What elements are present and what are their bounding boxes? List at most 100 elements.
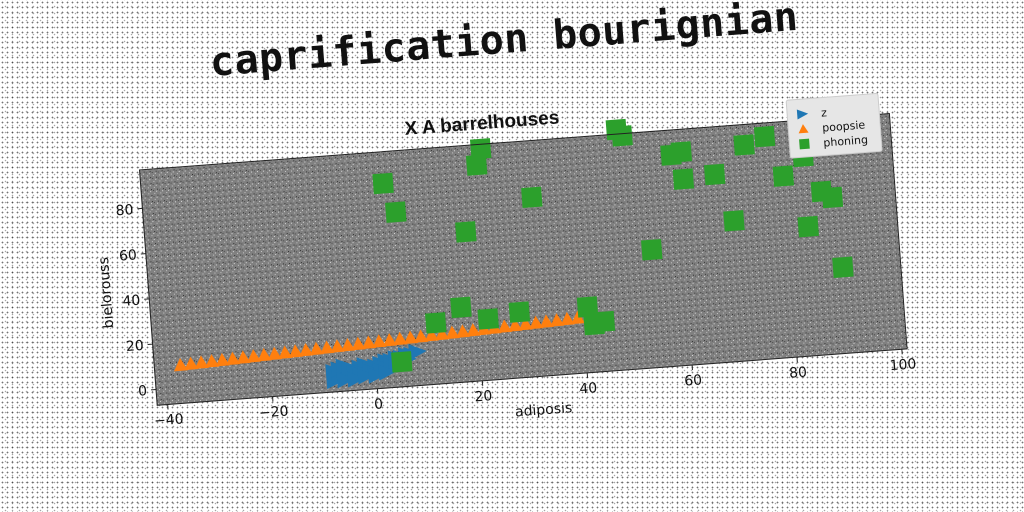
- point-phoning-22: [733, 134, 755, 156]
- point-poopsie-23: [414, 329, 429, 343]
- point-phoning-24: [772, 165, 795, 187]
- point-poopsie-15: [330, 339, 345, 353]
- point-phoning-19: [672, 168, 695, 190]
- point-phoning-13: [521, 186, 543, 209]
- point-poopsie-11: [288, 344, 303, 358]
- x-axis-label: adiposis: [514, 400, 572, 420]
- point-poopsie-14: [320, 340, 335, 354]
- x-tick-label: 80: [789, 364, 808, 381]
- point-poopsie-2: [194, 355, 209, 369]
- point-poopsie-38: [571, 310, 586, 325]
- legend-label-poopsie: poopsie: [822, 118, 866, 134]
- point-poopsie-16: [341, 338, 356, 352]
- point-phoning-21: [723, 210, 745, 232]
- legend-label-phoning: phoning: [823, 133, 869, 149]
- point-poopsie-24: [424, 328, 439, 342]
- legend-label-z: z: [821, 106, 828, 119]
- x-tick: −40: [154, 404, 185, 430]
- point-poopsie-7: [247, 349, 262, 363]
- y-tick: 0: [138, 383, 157, 400]
- point-phoning-1: [425, 312, 447, 334]
- point-poopsie-33: [518, 316, 533, 331]
- point-poopsie-31: [498, 319, 513, 333]
- point-phoning-16: [641, 239, 663, 261]
- x-tick-label: 60: [684, 372, 703, 389]
- point-phoning-15: [611, 125, 633, 147]
- y-tick: 40: [122, 293, 150, 310]
- point-phoning-7: [593, 310, 616, 333]
- point-poopsie-37: [560, 311, 575, 326]
- point-poopsie-12: [299, 342, 314, 357]
- point-z-34: [357, 368, 376, 385]
- x-tick: 20: [474, 380, 493, 405]
- point-z-32: [336, 372, 356, 389]
- point-phoning-3: [477, 308, 499, 330]
- point-poopsie-5: [226, 351, 241, 366]
- y-tick: 60: [119, 247, 146, 265]
- point-poopsie-4: [215, 352, 230, 367]
- point-poopsie-17: [351, 336, 366, 351]
- legend-marker-phoning: [799, 138, 810, 150]
- series-phoning: [372, 118, 854, 373]
- point-phoning-29: [832, 256, 854, 278]
- y-tick-label: 20: [125, 338, 144, 355]
- point-poopsie-3: [205, 354, 220, 368]
- point-phoning-2: [450, 296, 472, 319]
- legend: z poopsie phoning: [785, 93, 883, 159]
- point-z-33: [347, 371, 366, 388]
- y-tick-label: 0: [138, 383, 148, 400]
- x-tick-label: −20: [258, 403, 289, 421]
- x-tick: 0: [374, 388, 384, 413]
- x-tick-label: 0: [374, 396, 384, 413]
- point-z-35: [367, 367, 387, 384]
- point-poopsie-18: [362, 335, 377, 350]
- point-phoning-10: [455, 221, 477, 243]
- point-phoning-28: [821, 186, 844, 209]
- y-axis: 0 20 40 60 80: [115, 202, 157, 400]
- x-tick-label: −40: [154, 411, 185, 429]
- y-tick-label: 80: [115, 202, 134, 219]
- x-tick: 80: [789, 357, 808, 382]
- point-poopsie-10: [278, 345, 293, 359]
- series-z: [325, 344, 427, 390]
- point-z-36: [378, 364, 397, 381]
- point-phoning-18: [670, 141, 693, 163]
- point-poopsie-25: [435, 326, 450, 341]
- y-axis-label: bielorouss: [96, 257, 117, 329]
- point-poopsie-26: [445, 325, 460, 340]
- series-poopsie: [173, 310, 586, 372]
- point-poopsie-32: [508, 318, 523, 332]
- legend-item-phoning: phoning: [799, 133, 869, 150]
- y-tick: 20: [125, 338, 153, 355]
- point-poopsie-13: [309, 341, 324, 356]
- x-tick: 40: [579, 372, 598, 398]
- point-poopsie-36: [550, 313, 565, 327]
- x-axis: −40 −20 0 20 40 60 80 100: [154, 349, 917, 430]
- x-tick-label: 20: [474, 388, 493, 405]
- point-poopsie-35: [539, 314, 554, 328]
- point-poopsie-9: [268, 346, 283, 361]
- legend-marker-z: [796, 109, 809, 120]
- point-poopsie-22: [403, 330, 418, 345]
- chart-title: X A barrelhouses: [404, 107, 560, 140]
- point-phoning-11: [465, 154, 488, 176]
- x-tick-label: 40: [579, 380, 598, 397]
- point-z-16: [408, 344, 427, 361]
- point-phoning-26: [797, 215, 819, 238]
- y-tick-label: 40: [122, 293, 141, 310]
- point-poopsie-1: [184, 356, 199, 371]
- legend-item-z: z: [796, 106, 828, 120]
- point-phoning-0: [391, 351, 413, 373]
- point-poopsie-28: [466, 323, 481, 337]
- point-phoning-12: [469, 138, 492, 160]
- plot-marks: [173, 118, 854, 390]
- point-phoning-5: [576, 296, 599, 318]
- x-tick-label: 100: [889, 356, 917, 374]
- point-poopsie-8: [257, 347, 272, 362]
- y-tick-label: 60: [119, 247, 138, 264]
- legend-marker-poopsie: [798, 124, 809, 134]
- legend-item-poopsie: poopsie: [798, 118, 866, 135]
- point-poopsie-20: [383, 333, 398, 347]
- point-phoning-4: [508, 301, 531, 323]
